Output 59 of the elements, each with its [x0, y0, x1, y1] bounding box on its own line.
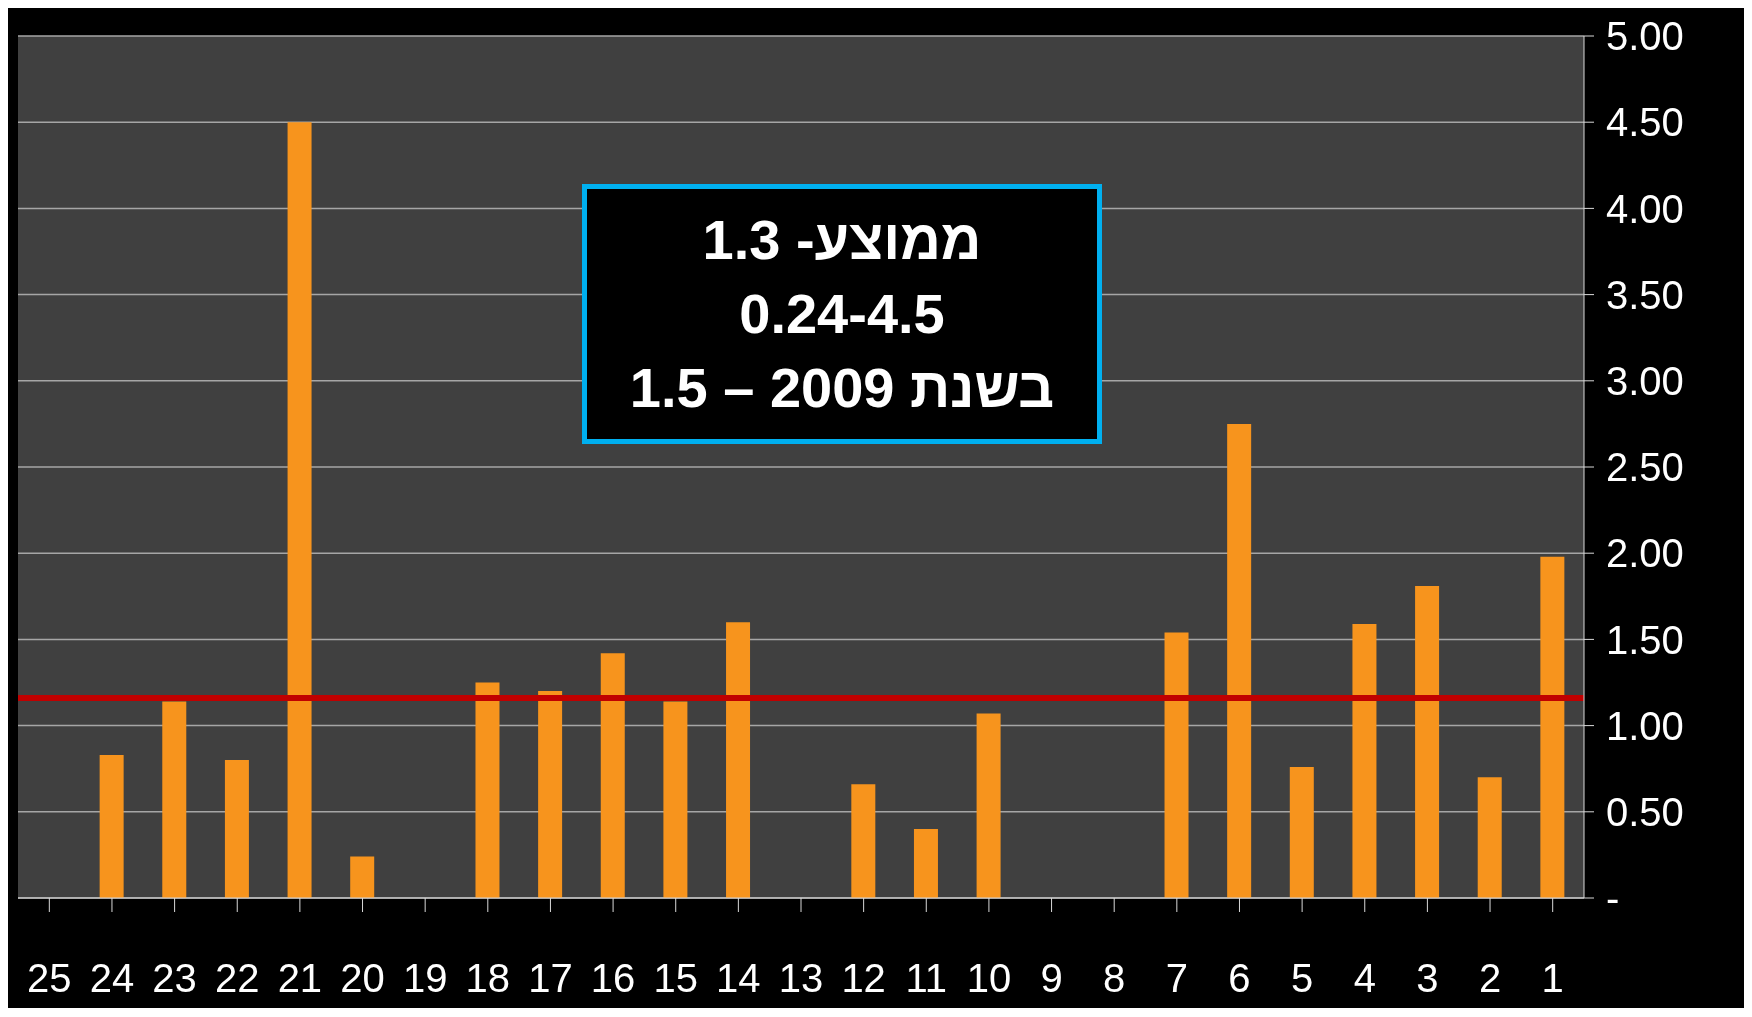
y-tick-label: -	[1606, 876, 1620, 921]
x-tick-label: 24	[89, 956, 135, 1001]
bar	[1415, 585, 1440, 898]
annotation: 0.24-4.5	[738, 281, 946, 347]
bar	[350, 856, 375, 898]
x-tick-label: 18	[465, 956, 511, 1001]
bar	[663, 701, 688, 898]
annotation: בשנת 2009 – 1.5	[628, 355, 1056, 421]
bar	[1227, 423, 1252, 898]
bar	[600, 653, 625, 898]
x-tick-label: 20	[340, 956, 385, 1001]
x-tick-label: 10	[966, 956, 1012, 1001]
x-tick-label: 23	[152, 956, 197, 1001]
bar	[1289, 766, 1314, 898]
bar	[976, 713, 1001, 898]
bar	[851, 784, 876, 898]
y-tick-label: 2.00	[1606, 531, 1684, 576]
x-tick-label: 1	[1541, 956, 1564, 1001]
bar	[538, 691, 563, 898]
x-tick-label: 21	[277, 956, 323, 1001]
y-tick-label: 1.50	[1606, 617, 1684, 662]
bar	[913, 829, 938, 898]
y-tick-label: 0.50	[1606, 790, 1684, 834]
bar	[1352, 623, 1377, 898]
bar	[1477, 777, 1502, 898]
bar	[287, 122, 312, 898]
annotation: ממוצע- 1.3	[701, 207, 983, 273]
x-tick-label: 22	[214, 956, 260, 1001]
x-tick-label: 19	[402, 956, 448, 1001]
bar	[475, 682, 500, 898]
x-tick-label: 16	[590, 956, 636, 1001]
bar	[162, 701, 187, 898]
bar	[99, 754, 124, 898]
y-tick-label: 4.00	[1606, 186, 1684, 231]
x-tick-label: 25	[27, 956, 72, 1001]
y-tick-label: 3.00	[1606, 359, 1684, 403]
x-tick-label: 5	[1290, 956, 1314, 1001]
x-tick-label: 11	[905, 956, 948, 1001]
x-tick-label: 2	[1478, 956, 1502, 1001]
x-tick-label: 3	[1416, 956, 1439, 1001]
y-tick-label: 5.00	[1606, 14, 1684, 59]
x-tick-label: 17	[528, 956, 573, 1001]
bar	[1540, 556, 1565, 898]
y-tick-label: 4.50	[1606, 100, 1684, 145]
y-tick-label: 3.50	[1606, 272, 1684, 317]
x-tick-label: 6	[1228, 956, 1251, 1001]
y-tick-label: 2.50	[1606, 445, 1684, 490]
bar	[1164, 632, 1189, 898]
x-tick-label: 12	[841, 956, 886, 1001]
x-tick-label: 7	[1165, 956, 1188, 1001]
x-tick-label: 14	[716, 956, 761, 1001]
x-tick-label: 8	[1103, 956, 1126, 1001]
bar	[224, 760, 249, 898]
x-tick-label: 13	[778, 956, 824, 1001]
x-tick-label: 4	[1353, 956, 1376, 1001]
x-tick-label: 15	[653, 956, 698, 1001]
bar	[726, 622, 751, 898]
y-tick-label: 1.00	[1606, 703, 1684, 748]
x-tick-label: 9	[1040, 956, 1063, 1001]
